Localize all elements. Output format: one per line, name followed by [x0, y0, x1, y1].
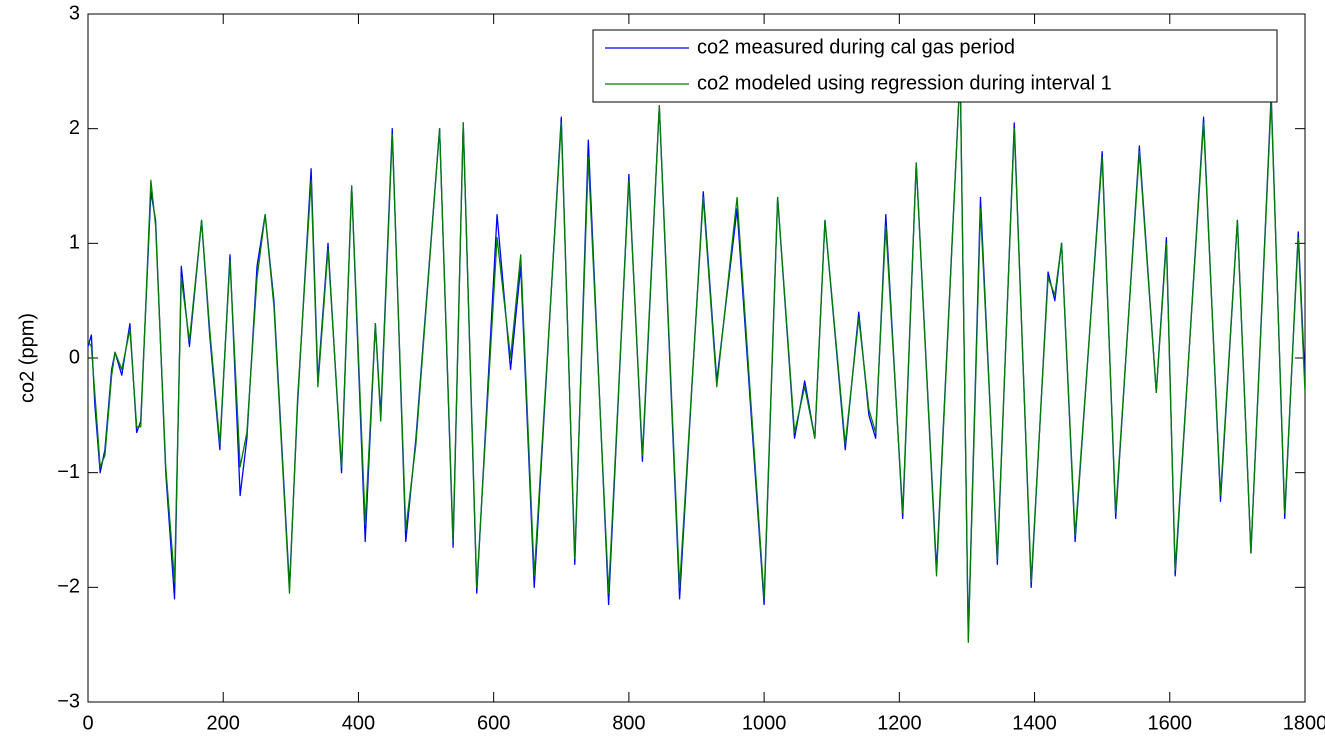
y-tick-label: −2	[57, 576, 80, 598]
x-tick-label: 1000	[742, 712, 787, 734]
x-tick-label: 200	[207, 712, 240, 734]
legend-label: co2 measured during cal gas period	[697, 36, 1015, 58]
y-tick-label: 3	[69, 2, 80, 24]
y-tick-label: 2	[69, 117, 80, 139]
x-tick-label: 1400	[1012, 712, 1057, 734]
y-tick-label: 0	[69, 346, 80, 368]
x-tick-label: 400	[342, 712, 375, 734]
series-line	[88, 70, 1305, 640]
y-tick-label: 1	[69, 232, 80, 254]
y-tick-label: −3	[57, 690, 80, 712]
x-tick-label: 600	[477, 712, 510, 734]
plot-frame	[87, 13, 1306, 703]
x-tick-label: 1600	[1148, 712, 1193, 734]
series-line	[88, 70, 1305, 644]
x-tick-label: 800	[612, 712, 645, 734]
x-tick-label: 0	[82, 712, 93, 734]
y-axis-label: co2 (ppm)	[16, 313, 38, 403]
legend-label: co2 modeled using regression during inte…	[697, 72, 1112, 94]
x-tick-label: 1200	[877, 712, 922, 734]
legend-box	[592, 29, 1278, 103]
plot-area	[88, 70, 1305, 644]
x-tick-label: 1800	[1283, 712, 1325, 734]
y-tick-label: −1	[57, 461, 80, 483]
